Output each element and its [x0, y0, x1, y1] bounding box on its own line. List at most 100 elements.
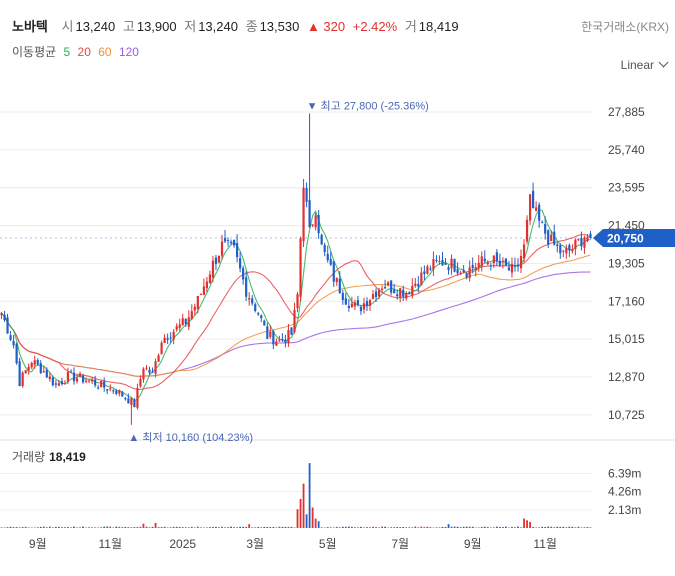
volume-bar [562, 526, 565, 528]
volume-bar [317, 521, 320, 528]
candle-body [178, 324, 181, 328]
volume-bar [136, 527, 139, 528]
candle-body [169, 337, 172, 339]
candle-body [589, 233, 592, 238]
volume-bar [275, 527, 278, 528]
candle-body [362, 303, 366, 310]
candle-body [498, 260, 501, 266]
candle-body [121, 392, 124, 397]
ma-120-label: 120 [118, 45, 139, 59]
volume-bar [266, 526, 269, 528]
candle-body [465, 273, 468, 278]
volume-bar [505, 526, 507, 528]
candle-body [535, 207, 538, 211]
candle-body [492, 255, 495, 264]
volume-bar [257, 527, 260, 528]
scale-dropdown[interactable]: Linear [620, 57, 669, 72]
close-label: 종 [245, 19, 258, 34]
volume-bar [357, 527, 359, 528]
volume-bar [556, 526, 559, 528]
volume-bar [517, 526, 519, 528]
volume-bar [577, 526, 580, 528]
volume-bar [429, 527, 432, 528]
volume-bar [254, 527, 257, 528]
candle-body [166, 338, 169, 340]
candle-body [335, 278, 338, 283]
volume-bar [329, 527, 332, 528]
candle-body [175, 326, 178, 330]
volume-bar [586, 527, 589, 528]
volume-bar [169, 527, 172, 528]
x-tick-label: 11월 [533, 537, 557, 551]
candle-body [236, 243, 239, 258]
ma-60-line [1, 254, 591, 377]
volume-bar [438, 527, 441, 528]
volume-bar [468, 526, 471, 528]
volume-bar [82, 526, 84, 528]
moving-average-legend[interactable]: 이동평균 5 20 60 120 [12, 43, 143, 60]
volume-bar [148, 527, 151, 528]
volume-bar [36, 527, 39, 528]
volume-bar [589, 527, 592, 528]
candle-body [272, 331, 275, 345]
volume-bar [414, 526, 417, 528]
volume-bar [57, 526, 60, 528]
low-label: 저 [184, 19, 197, 34]
candle-body [15, 343, 18, 364]
candle-body [88, 380, 91, 382]
volume-bar [166, 527, 169, 528]
volume-bar [290, 526, 293, 528]
candle-body [281, 339, 284, 341]
candle-body [75, 378, 79, 382]
volume-bar [538, 527, 541, 528]
candle-body [148, 369, 151, 373]
candle-body [471, 264, 474, 268]
candle-body [6, 317, 9, 334]
volume-bar [296, 509, 299, 528]
volume-bar [471, 526, 474, 528]
volume-bar [447, 524, 450, 528]
candle-body [193, 306, 196, 311]
price-tick-label: 25,740 [608, 143, 645, 157]
candle-body [329, 259, 332, 265]
candle-body [444, 263, 447, 265]
candle-body [157, 355, 160, 362]
candle-body [124, 398, 127, 400]
volume-bar [408, 527, 411, 528]
volume-bar [320, 527, 323, 528]
volume-bar [130, 527, 133, 528]
scale-value: Linear [620, 58, 654, 72]
candle-body [293, 309, 296, 333]
volume-bar [287, 526, 290, 528]
stock-name: 노바텍 [12, 19, 48, 34]
candle-body [317, 215, 320, 234]
candle-body [54, 383, 57, 385]
candle-body [151, 371, 154, 373]
volume-bar [420, 526, 423, 528]
candle-body [242, 268, 245, 280]
candle-body [380, 288, 384, 290]
candle-body [441, 259, 444, 266]
candle-body [63, 383, 67, 385]
volume-bar [242, 526, 245, 528]
volume-bar [76, 527, 78, 528]
candle-body [341, 292, 344, 300]
volume-bar [444, 526, 447, 528]
candle-body [414, 283, 417, 287]
candle-body [208, 274, 212, 284]
candle-body [42, 371, 45, 373]
volume-bar [64, 527, 66, 528]
volume-bar [426, 526, 429, 528]
candle-body [100, 380, 103, 388]
volume-bar [230, 526, 232, 528]
volume-bar [299, 498, 302, 528]
open-label: 시 [61, 19, 74, 34]
candle-body [60, 381, 64, 385]
candle-body [254, 304, 257, 312]
candle-body [27, 366, 30, 371]
volume-bar [360, 526, 362, 528]
candle-body [296, 294, 299, 309]
volume-bar [199, 527, 202, 528]
volume-bar [172, 526, 175, 528]
